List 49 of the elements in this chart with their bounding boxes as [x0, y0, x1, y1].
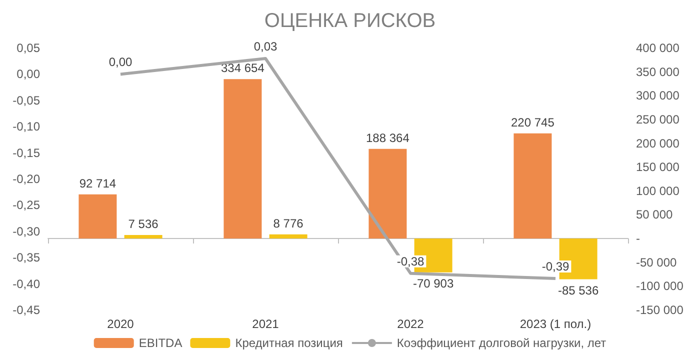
y2-tick-label: 50 000 — [636, 208, 674, 222]
data-label: -0,39 — [542, 260, 570, 274]
y2-tick-label: -100 000 — [636, 279, 684, 294]
y-tick-label: -0,35 — [12, 250, 40, 265]
y2-tick-label: 400 000 — [636, 41, 680, 55]
y-tick-label: -0,25 — [12, 198, 40, 212]
bar — [78, 194, 117, 239]
y-tick-label: -0,05 — [12, 93, 40, 108]
x-tick-label: 2023 (1 пол.) — [520, 317, 592, 331]
y-tick-label: 0,00 — [16, 67, 40, 82]
y2-tick-label: 150 000 — [636, 160, 680, 174]
data-label: 7 536 — [128, 216, 159, 231]
y-tick-label: -0,45 — [12, 303, 40, 317]
y2-tick-label: - — [636, 232, 640, 246]
x-tick-label: 2021 — [252, 317, 280, 331]
chart-title: ОЦЕНКА РИСКОВ — [264, 10, 436, 32]
bar — [368, 148, 407, 239]
y2-tick-label: 250 000 — [636, 112, 680, 126]
y2-tick-label: 200 000 — [636, 136, 680, 150]
data-label: -70 903 — [412, 276, 454, 290]
y-tick-label: -0,20 — [12, 172, 40, 186]
legend-label: Кредитная позиция — [235, 336, 343, 350]
data-label: -0,38 — [396, 254, 424, 268]
y-tick-label: -0,30 — [12, 224, 40, 238]
data-label: -85 536 — [558, 283, 599, 298]
y-tick-label: -0,15 — [12, 146, 40, 160]
y2-tick-label: -50 000 — [636, 255, 678, 270]
data-label: 0,03 — [254, 39, 278, 54]
legend-label: Коэффициент долговой нагрузки, лет — [396, 336, 607, 350]
y2-tick-label: -150 000 — [636, 303, 684, 317]
data-label: 334 654 — [221, 61, 265, 76]
x-tick-label: 2020 — [107, 317, 134, 331]
data-label: 220 745 — [511, 115, 555, 130]
data-label: 92 714 — [79, 176, 116, 190]
y2-tick-label: 100 000 — [636, 184, 680, 198]
y2-tick-label: 350 000 — [636, 64, 680, 79]
legend-label: EBITDA — [138, 336, 182, 350]
y-tick-label: -0,40 — [12, 276, 40, 291]
data-label: 188 364 — [366, 130, 410, 145]
bar — [124, 234, 162, 239]
bar — [514, 133, 552, 239]
y2-tick-label: 300 000 — [636, 88, 680, 103]
y-tick-label: 0,05 — [16, 41, 40, 55]
x-tick-label: 2022 — [397, 317, 424, 331]
y-tick-label: -0,10 — [12, 120, 40, 134]
bar — [269, 234, 308, 239]
data-label: 0,00 — [108, 55, 132, 70]
data-label: 8 776 — [273, 216, 304, 230]
bar — [224, 79, 262, 239]
